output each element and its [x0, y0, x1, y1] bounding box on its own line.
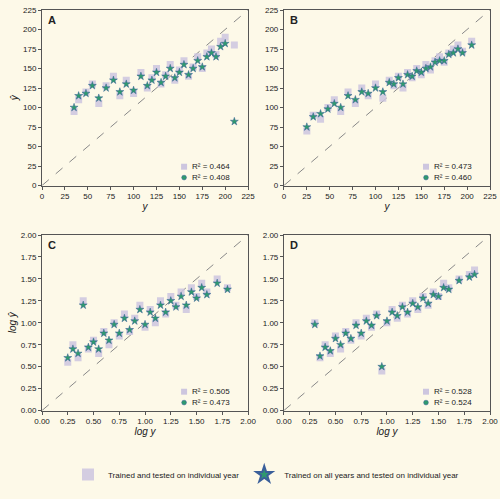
svg-text:0: 0 — [40, 192, 45, 201]
svg-text:0.00: 0.00 — [276, 417, 292, 426]
svg-text:75: 75 — [106, 192, 115, 201]
svg-text:0.75: 0.75 — [263, 340, 279, 349]
svg-text:1.50: 1.50 — [263, 275, 279, 284]
svg-text:175: 175 — [196, 192, 210, 201]
svg-text:0: 0 — [274, 181, 279, 190]
svg-text:125: 125 — [23, 84, 37, 93]
svg-text:y: y — [383, 201, 390, 212]
svg-text:1.00: 1.00 — [137, 417, 153, 426]
svg-text:50: 50 — [269, 142, 278, 151]
svg-text:75: 75 — [269, 123, 278, 132]
svg-text:175: 175 — [265, 45, 279, 54]
svg-text:100: 100 — [369, 192, 383, 201]
svg-text:225: 225 — [241, 192, 255, 201]
svg-text:225: 225 — [23, 6, 37, 15]
svg-text:y: y — [142, 201, 149, 212]
svg-text:200: 200 — [219, 192, 233, 201]
svg-text:R² = 0.464: R² = 0.464 — [192, 162, 230, 171]
svg-text:2.00: 2.00 — [482, 417, 498, 426]
svg-text:225: 225 — [483, 192, 497, 201]
svg-text:0.50: 0.50 — [86, 417, 102, 426]
svg-text:0.75: 0.75 — [353, 417, 369, 426]
svg-text:1.25: 1.25 — [21, 297, 37, 306]
svg-text:R² = 0.460: R² = 0.460 — [434, 173, 472, 182]
svg-text:log y: log y — [376, 426, 398, 437]
svg-text:D: D — [290, 239, 298, 251]
svg-text:R² = 0.473: R² = 0.473 — [434, 162, 472, 171]
svg-text:ŷ: ŷ — [9, 94, 20, 101]
svg-text:125: 125 — [392, 192, 406, 201]
svg-text:1.50: 1.50 — [21, 275, 37, 284]
svg-text:log y: log y — [134, 426, 156, 437]
svg-text:A: A — [48, 14, 56, 26]
svg-text:0.00: 0.00 — [34, 417, 50, 426]
svg-text:0.25: 0.25 — [60, 417, 76, 426]
svg-text:R² = 0.524: R² = 0.524 — [434, 398, 472, 407]
svg-text:1.00: 1.00 — [263, 319, 279, 328]
svg-text:2.00: 2.00 — [21, 231, 37, 240]
svg-text:175: 175 — [23, 45, 37, 54]
svg-text:R² = 0.505: R² = 0.505 — [192, 387, 230, 396]
svg-text:0.25: 0.25 — [263, 384, 279, 393]
svg-text:1.25: 1.25 — [163, 417, 179, 426]
svg-text:50: 50 — [27, 142, 36, 151]
svg-text:R² = 0.473: R² = 0.473 — [192, 398, 230, 407]
svg-text:0.00: 0.00 — [21, 406, 37, 415]
svg-text:200: 200 — [265, 25, 279, 34]
svg-text:R² = 0.528: R² = 0.528 — [434, 387, 472, 396]
svg-text:1.75: 1.75 — [456, 417, 472, 426]
svg-text:50: 50 — [325, 192, 334, 201]
svg-text:25: 25 — [269, 162, 278, 171]
svg-text:100: 100 — [127, 192, 141, 201]
svg-text:125: 125 — [150, 192, 164, 201]
svg-text:150: 150 — [23, 64, 37, 73]
svg-text:0.75: 0.75 — [111, 417, 127, 426]
svg-text:200: 200 — [460, 192, 474, 201]
svg-text:0.50: 0.50 — [21, 362, 37, 371]
svg-text:0.50: 0.50 — [263, 362, 279, 371]
svg-text:25: 25 — [60, 192, 69, 201]
svg-text:150: 150 — [173, 192, 187, 201]
svg-text:225: 225 — [265, 6, 279, 15]
svg-text:200: 200 — [23, 25, 37, 34]
svg-text:R² = 0.408: R² = 0.408 — [192, 173, 230, 182]
svg-text:1.75: 1.75 — [215, 417, 231, 426]
svg-text:175: 175 — [438, 192, 452, 201]
svg-text:0.25: 0.25 — [21, 384, 37, 393]
svg-text:1.00: 1.00 — [21, 319, 37, 328]
svg-text:B: B — [290, 14, 298, 26]
svg-text:2.00: 2.00 — [263, 231, 279, 240]
svg-text:1.75: 1.75 — [21, 253, 37, 262]
svg-text:C: C — [48, 239, 56, 251]
svg-text:Trained on all years and teste: Trained on all years and tested on indiv… — [284, 471, 458, 480]
svg-text:0.75: 0.75 — [21, 340, 37, 349]
svg-text:150: 150 — [265, 64, 279, 73]
svg-text:100: 100 — [265, 103, 279, 112]
svg-text:0.50: 0.50 — [328, 417, 344, 426]
svg-text:50: 50 — [83, 192, 92, 201]
svg-text:log ŷ: log ŷ — [7, 311, 18, 333]
svg-text:0.00: 0.00 — [263, 406, 279, 415]
svg-text:0: 0 — [32, 181, 37, 190]
svg-text:25: 25 — [27, 162, 36, 171]
svg-text:25: 25 — [302, 192, 311, 201]
svg-text:75: 75 — [348, 192, 357, 201]
svg-text:0.25: 0.25 — [302, 417, 318, 426]
svg-text:1.00: 1.00 — [379, 417, 395, 426]
svg-text:1.75: 1.75 — [263, 253, 279, 262]
svg-text:1.25: 1.25 — [263, 297, 279, 306]
svg-text:Trained and tested on individu: Trained and tested on individual year — [108, 471, 239, 480]
svg-text:1.50: 1.50 — [431, 417, 447, 426]
svg-text:100: 100 — [23, 103, 37, 112]
svg-text:2.00: 2.00 — [240, 417, 256, 426]
svg-text:150: 150 — [415, 192, 429, 201]
svg-text:75: 75 — [27, 123, 36, 132]
svg-text:1.50: 1.50 — [189, 417, 205, 426]
svg-text:0: 0 — [282, 192, 287, 201]
svg-text:1.25: 1.25 — [405, 417, 421, 426]
svg-text:125: 125 — [265, 84, 279, 93]
